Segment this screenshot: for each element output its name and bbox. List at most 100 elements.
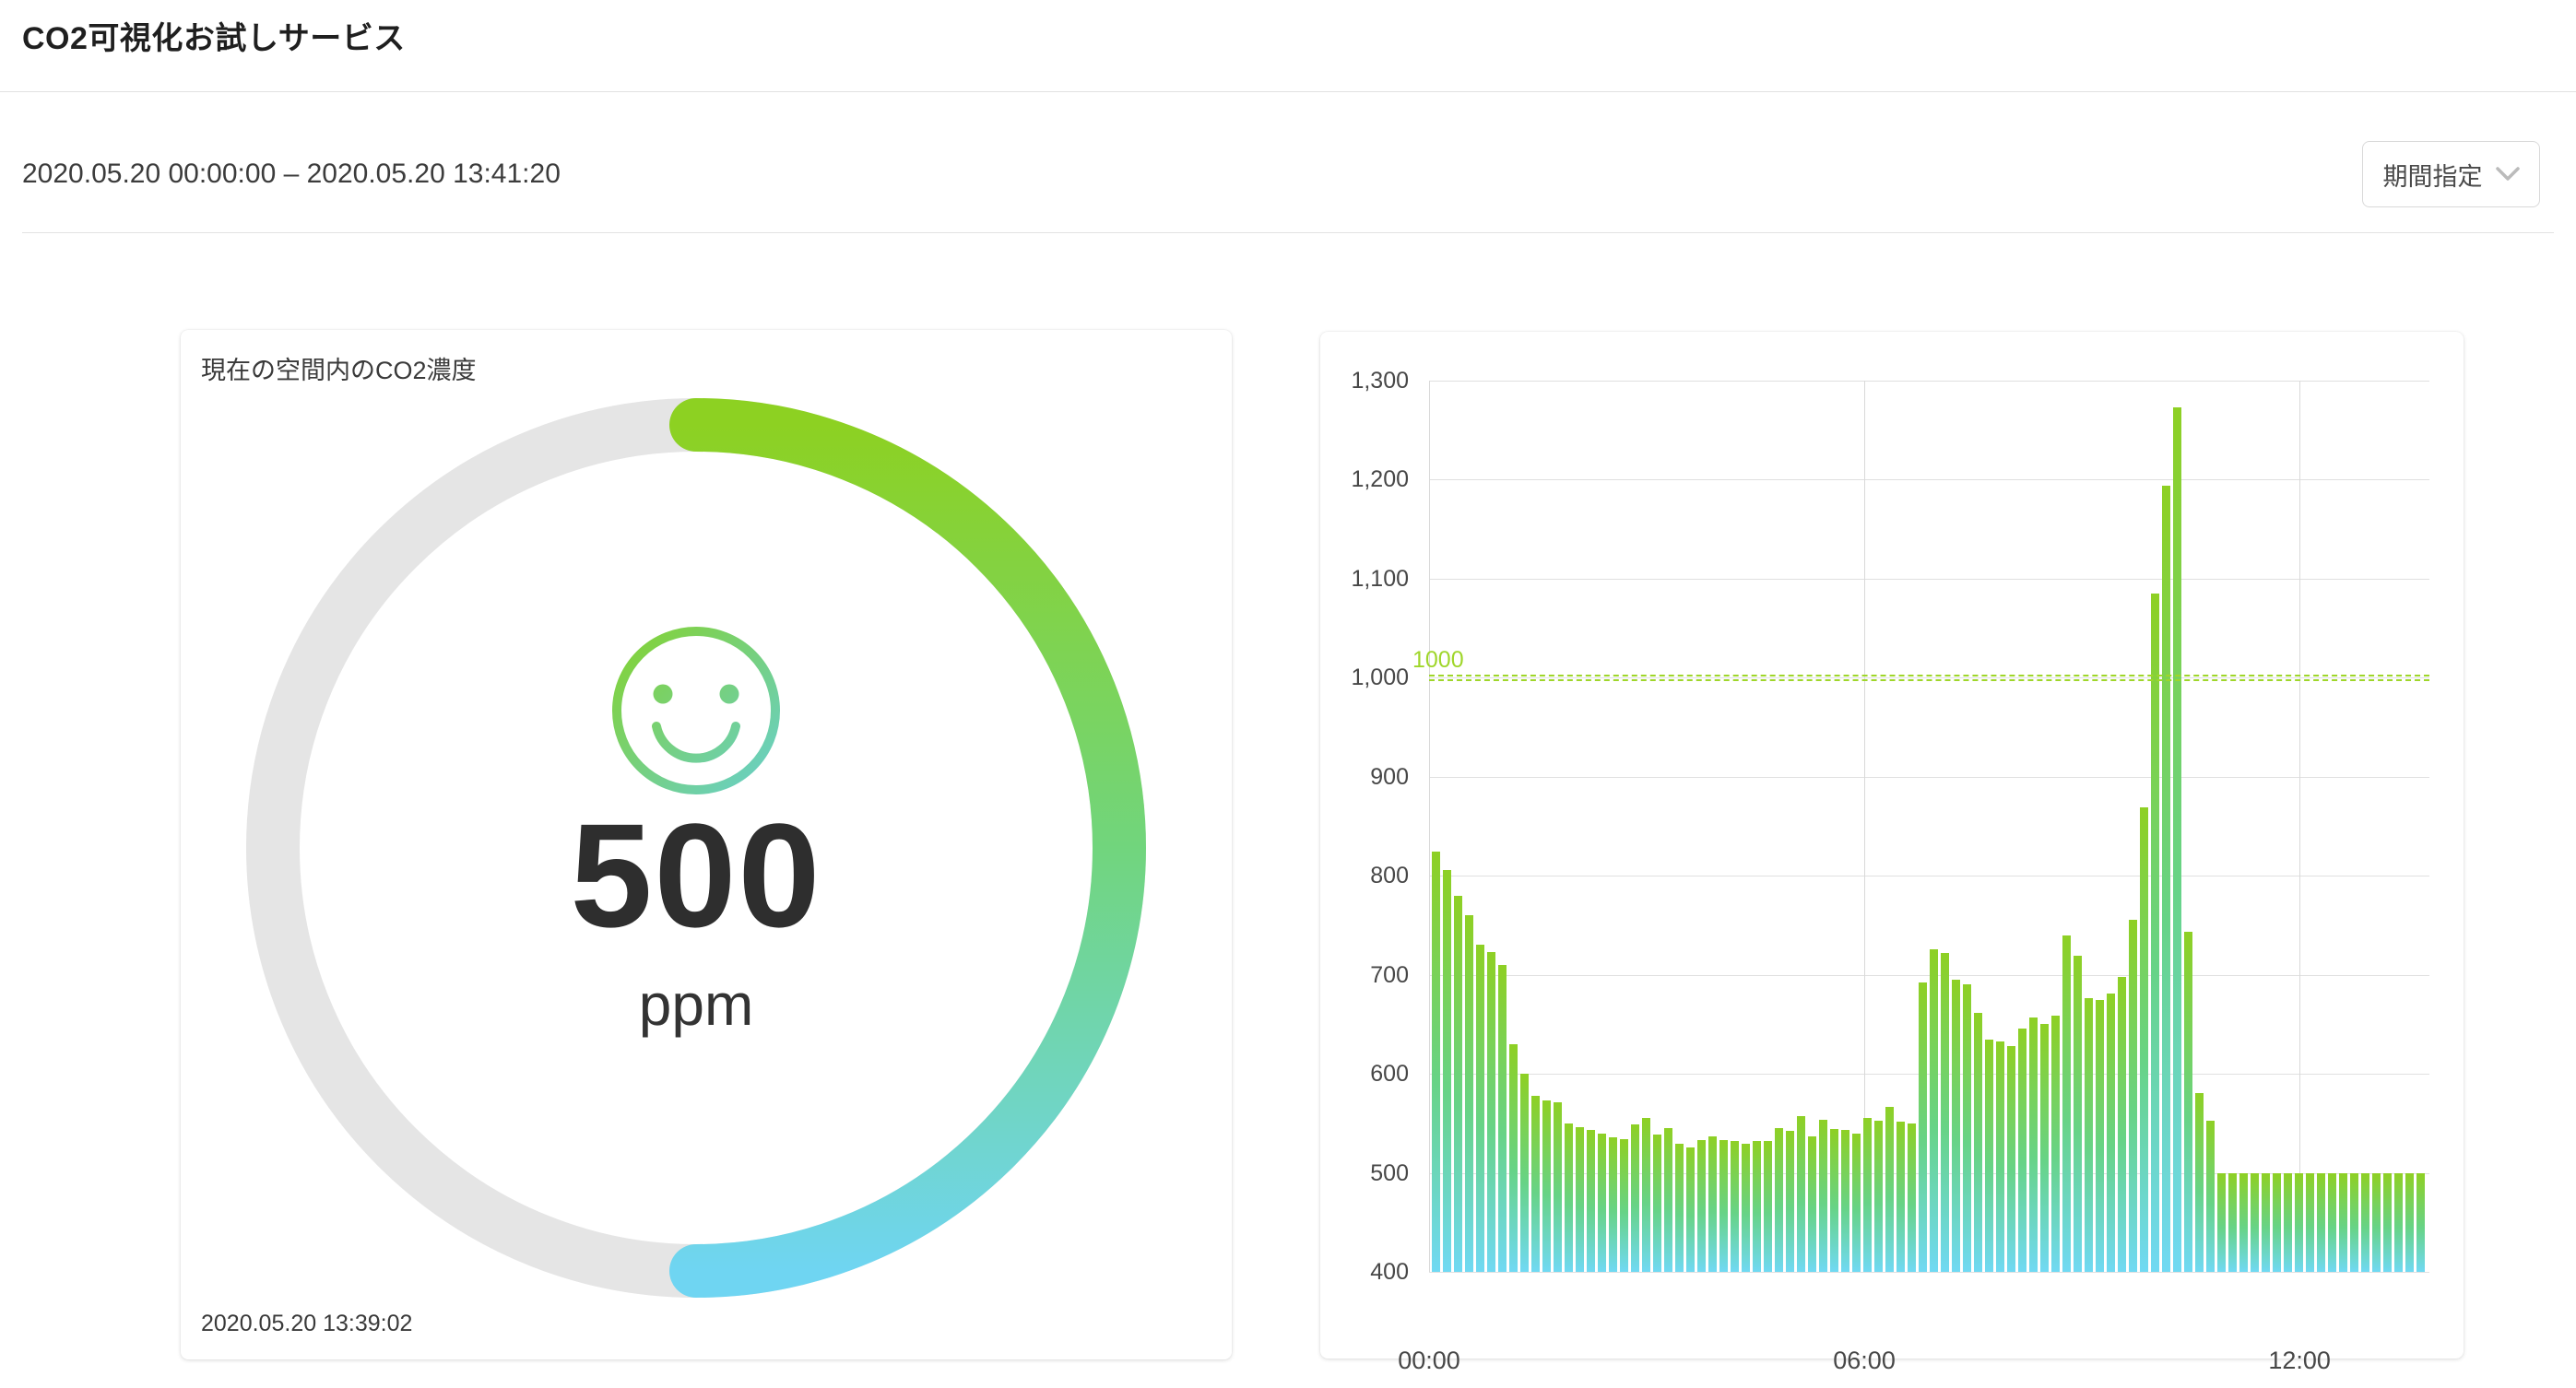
y-axis-label: 1,100 (1351, 565, 1409, 592)
bar (1642, 1118, 1650, 1272)
bar (1498, 964, 1507, 1272)
bar (1542, 1100, 1551, 1272)
bar (1598, 1133, 1606, 1272)
bar (1764, 1141, 1772, 1272)
y-axis-label: 1,000 (1351, 665, 1409, 691)
bar (2206, 1120, 2215, 1272)
bar (2339, 1172, 2347, 1272)
gridline (2299, 381, 2301, 1272)
bar (1631, 1123, 1639, 1272)
bar (2162, 485, 2170, 1272)
date-range-text: 2020.05.20 00:00:00 – 2020.05.20 13:41:2… (22, 159, 561, 189)
toolbar-divider (22, 232, 2554, 233)
bar (2350, 1172, 2358, 1272)
bar (1443, 869, 1451, 1272)
bar (1620, 1139, 1628, 1272)
bar (2328, 1172, 2336, 1272)
period-select-button[interactable]: 期間指定 (2362, 141, 2540, 207)
smiley-mouth (652, 722, 740, 763)
gridline (1864, 381, 1866, 1272)
gridline (1429, 1074, 2429, 1076)
x-axis-label: 00:00 (1398, 1347, 1460, 1374)
bar (1587, 1130, 1595, 1272)
bar (2062, 935, 2071, 1272)
bar (1985, 1039, 1993, 1272)
bar (1830, 1129, 1838, 1272)
x-axis-label: 06:00 (1833, 1347, 1896, 1374)
bar (1852, 1133, 1861, 1272)
bar (2372, 1172, 2381, 1272)
bar (1996, 1041, 2004, 1272)
bar (1487, 951, 1495, 1272)
bar (2361, 1172, 2369, 1272)
gridline (1429, 479, 2429, 481)
bar (1609, 1136, 1617, 1272)
bar (1819, 1119, 1827, 1272)
bar (1742, 1144, 1750, 1272)
bar (2129, 919, 2137, 1272)
bar (1454, 895, 1462, 1272)
bar (2074, 956, 2082, 1272)
bar (1554, 1102, 1562, 1272)
y-axis-label: 900 (1370, 763, 1409, 790)
bar (1476, 945, 1484, 1272)
bar (1675, 1144, 1684, 1272)
gauge-value-arc (669, 398, 1146, 1298)
smiley-left-eye (653, 684, 673, 704)
smiley-face-icon (612, 627, 780, 794)
y-axis-label: 700 (1370, 961, 1409, 988)
bar (1731, 1141, 1739, 1272)
bar (1952, 980, 1960, 1272)
co2-unit: ppm (638, 971, 754, 1038)
bar (1885, 1106, 1894, 1272)
bar (2151, 594, 2159, 1272)
app-title: CO2可視化お試しサービス (22, 21, 406, 56)
bar (1963, 984, 1971, 1272)
bar (1576, 1127, 1584, 1272)
co2-history-chart-card: 1,300 1,200 1,100 1,000 900 800 700 600 500 400 00… (1320, 332, 2464, 1374)
bar (2306, 1172, 2314, 1272)
bar (2085, 998, 2093, 1272)
smiley-right-eye (719, 684, 739, 704)
bar (1786, 1131, 1794, 1272)
bar (1686, 1147, 1695, 1272)
bar (2040, 1024, 2049, 1272)
bar (1863, 1118, 1872, 1272)
y-axis-label: 600 (1370, 1061, 1409, 1088)
bar (1874, 1120, 1883, 1272)
y-axis-label: 1,300 (1351, 368, 1409, 394)
gridline (1429, 381, 2429, 382)
bar (2018, 1028, 2027, 1272)
bar (1653, 1134, 1661, 1272)
bar (1708, 1135, 1717, 1272)
gridline (1429, 974, 2429, 976)
bar (1797, 1116, 1805, 1272)
bar (1930, 948, 1938, 1272)
bar (1753, 1141, 1761, 1272)
bar (1919, 982, 1927, 1272)
bar (2184, 932, 2192, 1272)
bar (2029, 1017, 2038, 1272)
bar (2217, 1172, 2226, 1272)
gridline (1429, 1272, 2429, 1273)
threshold-label: 1000 (1412, 647, 1464, 674)
bar (1808, 1135, 1816, 1272)
bar (2394, 1172, 2403, 1272)
bar (1432, 852, 1440, 1272)
bar (1697, 1140, 1706, 1272)
bar (1531, 1095, 1540, 1272)
bar (2195, 1092, 2204, 1272)
bar (1775, 1128, 1783, 1272)
co2-bar-chart: 1,300 1,200 1,100 1,000 900 800 700 600 500 400 00… (1351, 368, 2429, 1374)
bar (2383, 1172, 2392, 1272)
gauge-timestamp: 2020.05.20 13:39:02 (201, 1311, 413, 1336)
bar (2051, 1015, 2060, 1272)
co2-gauge (246, 398, 1146, 1298)
gridline (1429, 677, 2429, 679)
bar (1841, 1130, 1849, 1272)
bar (2239, 1172, 2248, 1272)
header-divider (0, 91, 2576, 92)
y-axis-label: 400 (1370, 1259, 1409, 1285)
bar (1465, 915, 1473, 1272)
